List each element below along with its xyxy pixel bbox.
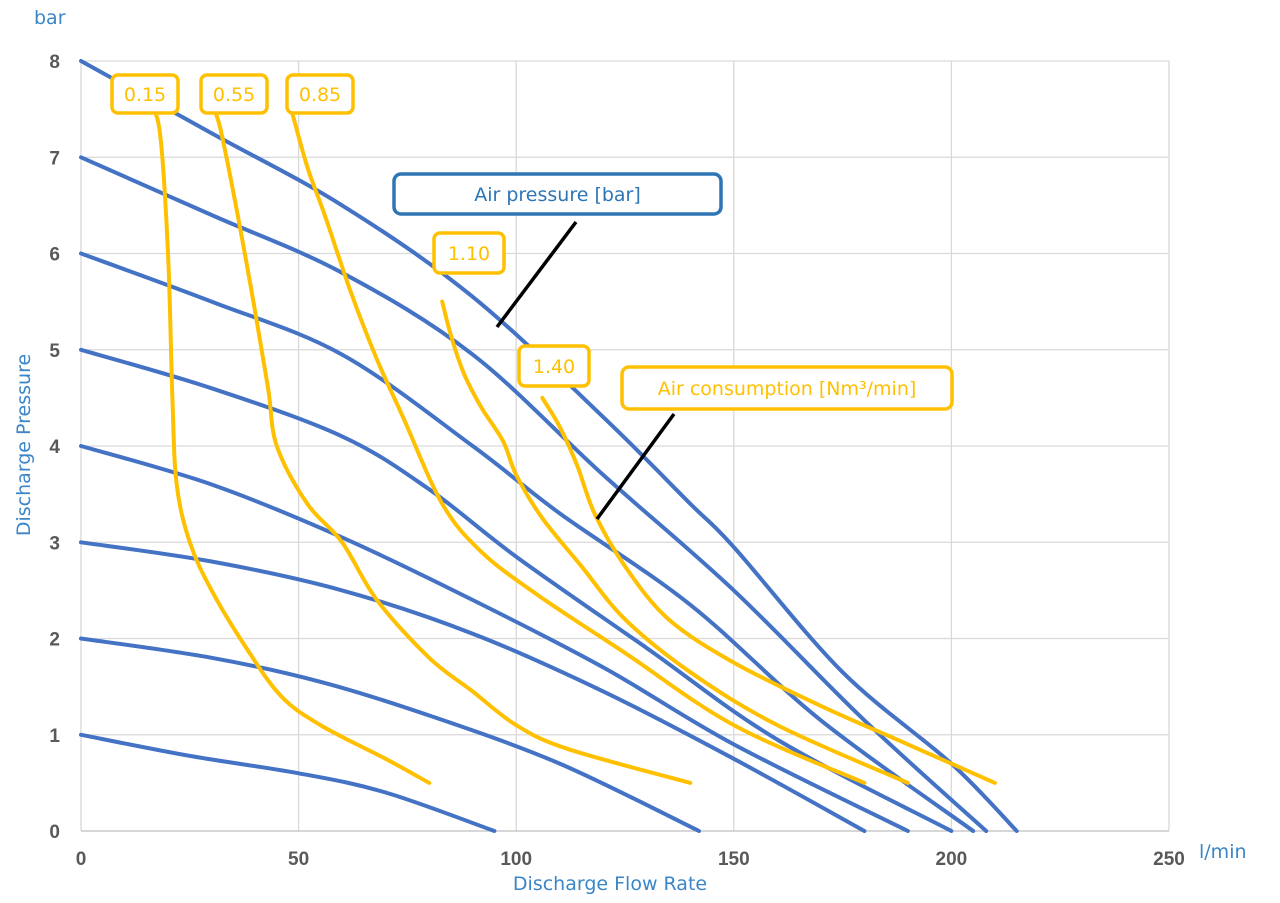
air-pressure-callout: Air pressure [bar]	[392, 172, 723, 216]
pressure-curve	[79, 636, 701, 833]
y-tick-labels: 0 1 2 3 4 5 6 7 8	[49, 52, 60, 843]
x-tick-label: 100	[500, 849, 532, 870]
x-tick-label: 150	[718, 849, 750, 870]
consumption-label: 1.40	[517, 344, 591, 388]
consumption-curve	[209, 102, 693, 785]
x-tick-label: 0	[76, 849, 87, 870]
x-tick-labels: 0 50 100 150 200 250	[76, 849, 1185, 870]
y-tick-label: 8	[49, 52, 60, 73]
y-tick-label: 3	[49, 533, 60, 554]
pressure-curve	[79, 347, 954, 833]
y-tick-label: 5	[49, 341, 60, 362]
consumption-label-box	[432, 231, 506, 275]
x-axis-title: Discharge Flow Rate	[513, 873, 707, 895]
consumption-label-box	[517, 344, 591, 388]
consumption-label-text: 0.55	[213, 84, 255, 106]
air-consumption-callout: Air consumption [Nm³/min]	[620, 365, 954, 411]
x-unit-label: l/min	[1199, 841, 1247, 863]
y-tick-label: 4	[49, 437, 60, 458]
x-tick-label: 200	[936, 849, 968, 870]
pressure-curve	[79, 732, 497, 833]
x-tick-label: 50	[288, 849, 309, 870]
air-consumption-leader	[595, 412, 676, 521]
consumption-label-box	[110, 73, 180, 115]
consumption-curve	[144, 102, 432, 785]
consumption-curve	[440, 299, 910, 785]
consumption-label: 0.85	[285, 73, 355, 115]
callout-text: Air consumption [Nm³/min]	[658, 378, 917, 400]
pressure-curve	[79, 444, 910, 833]
consumption-label-text: 1.10	[448, 243, 490, 265]
consumption-label-text: 0.15	[124, 84, 166, 106]
consumption-label: 0.15	[110, 73, 180, 115]
y-unit-label: bar	[34, 7, 66, 29]
callout-box	[620, 365, 954, 411]
pressure-curve	[79, 59, 1019, 833]
consumption-label-box	[199, 73, 269, 115]
y-tick-label: 6	[49, 245, 60, 266]
consumption-label-text: 1.40	[533, 356, 575, 378]
y-tick-label: 0	[49, 822, 60, 843]
air-pressure-leader	[495, 220, 578, 329]
leader-lines	[495, 220, 676, 521]
consumption-label: 0.55	[199, 73, 269, 115]
y-tick-label: 1	[49, 726, 60, 747]
consumption-curves	[144, 102, 997, 785]
consumption-curve	[540, 395, 997, 785]
pressure-curve	[79, 540, 867, 833]
callout-box	[392, 172, 723, 216]
callout-text: Air pressure [bar]	[474, 184, 641, 206]
consumption-label: 1.10	[432, 231, 506, 275]
pressure-curve	[79, 251, 976, 833]
consumption-curve	[287, 102, 867, 785]
consumption-label-box	[285, 73, 355, 115]
label-boxes: 0.15 0.55 0.85 1.10 1.40 Air pressure [bar] Ai…	[110, 73, 954, 411]
x-tick-label: 250	[1153, 849, 1185, 870]
y-axis-title: Discharge Pressure	[13, 354, 35, 536]
y-tick-label: 7	[49, 148, 60, 169]
consumption-label-text: 0.85	[299, 84, 341, 106]
y-tick-label: 2	[49, 630, 60, 651]
